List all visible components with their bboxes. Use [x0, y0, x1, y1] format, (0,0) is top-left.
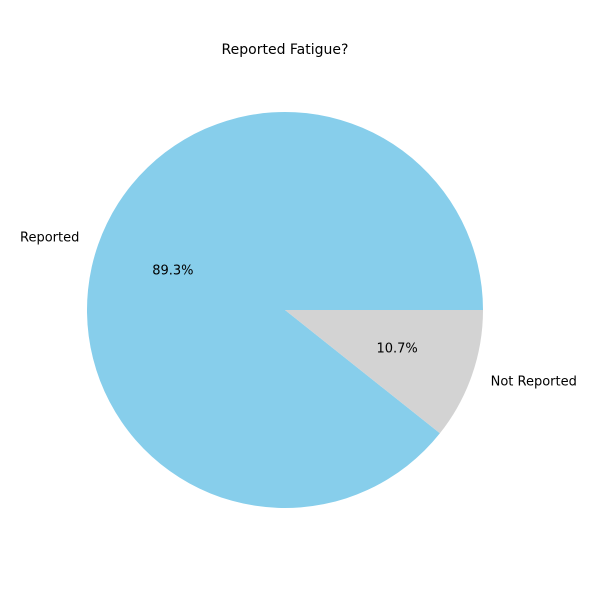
- chart-title: Reported Fatigue?: [222, 42, 349, 58]
- pie-labels: Reported 89.3% Not Reported 10.7%: [20, 231, 577, 390]
- pie-slice-not-reported: [285, 310, 483, 434]
- slice-label-not-reported: Not Reported: [491, 374, 577, 389]
- pct-label-not-reported: 10.7%: [376, 342, 417, 357]
- slice-label-reported: Reported: [20, 231, 79, 246]
- pct-label-reported: 89.3%: [152, 263, 193, 278]
- pie-slices: [86, 111, 484, 509]
